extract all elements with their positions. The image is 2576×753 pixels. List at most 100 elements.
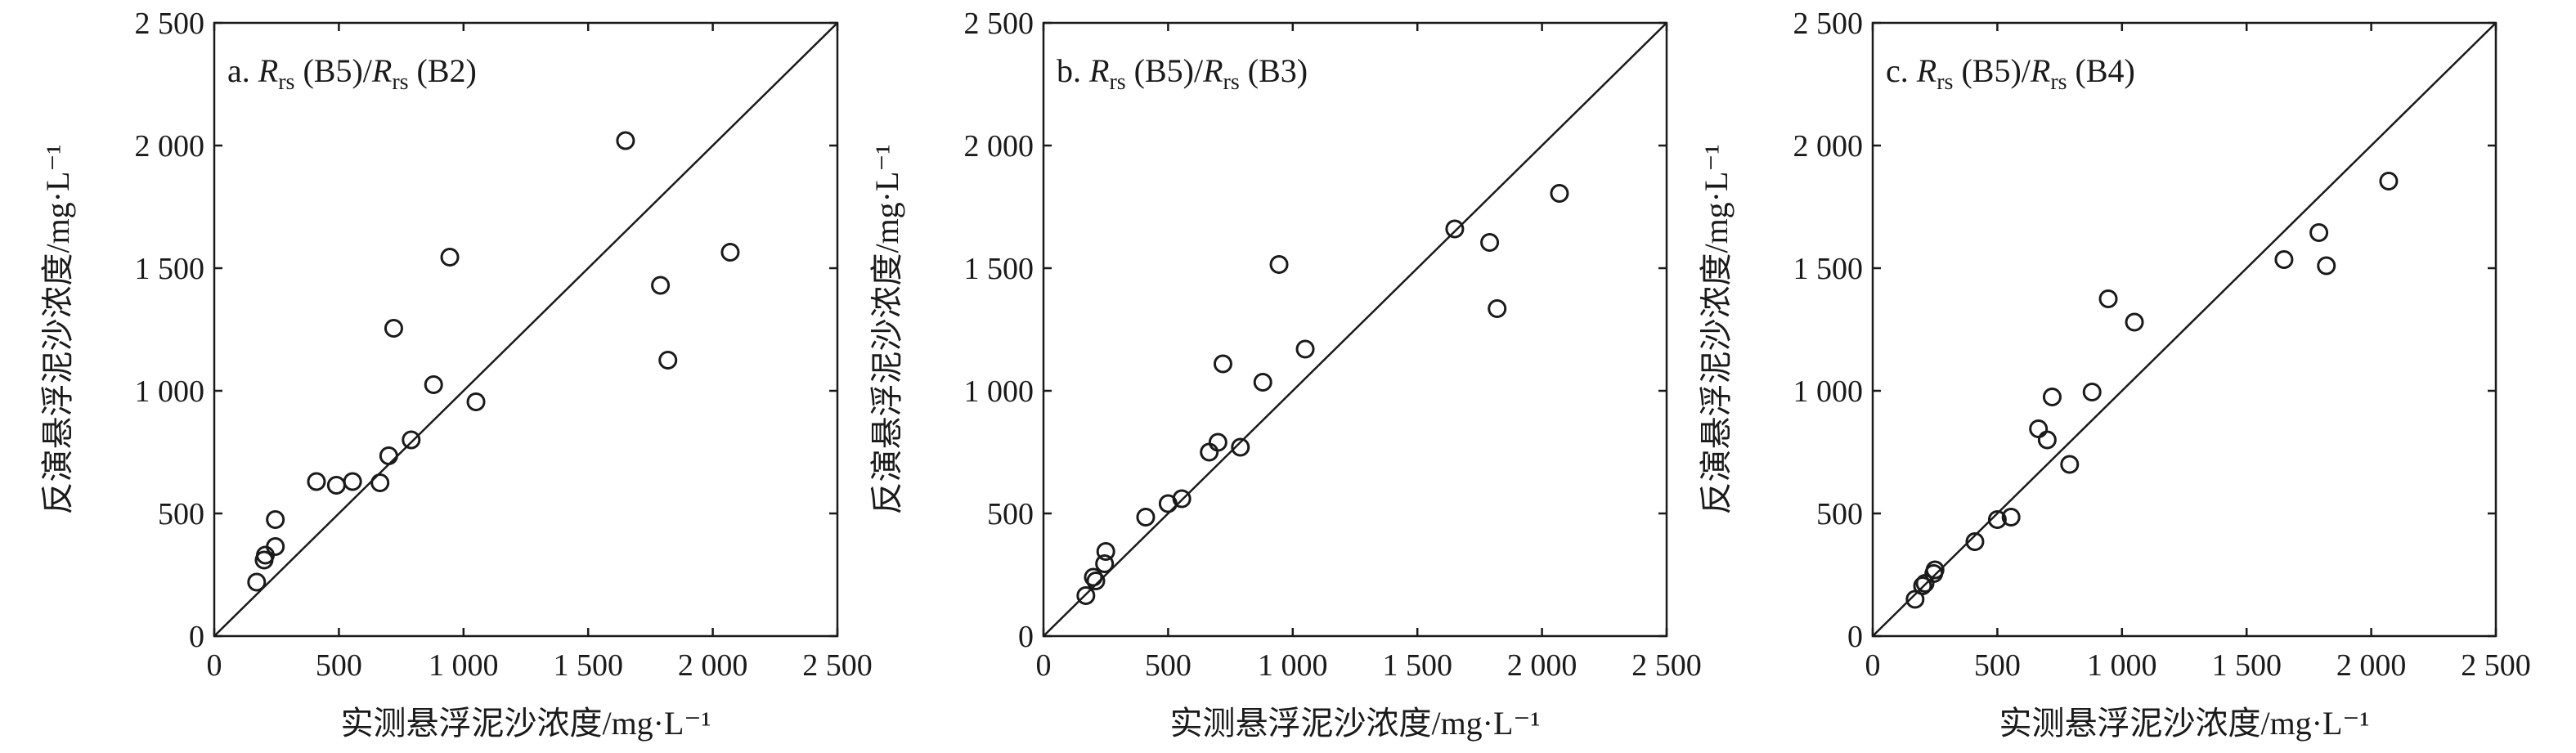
y-tick-label: 2 000 bbox=[964, 129, 1034, 164]
y-tick-label: 0 bbox=[1018, 620, 1034, 654]
data-point bbox=[1095, 554, 1115, 573]
y-axis-label: 反演悬浮泥沙浓度/mg·L⁻¹ bbox=[1698, 144, 1735, 514]
y-axis-label: 反演悬浮泥沙浓度/mg·L⁻¹ bbox=[868, 144, 905, 514]
data-point bbox=[2125, 312, 2144, 332]
data-point bbox=[466, 392, 486, 411]
y-tick-label: 2 000 bbox=[1793, 129, 1864, 164]
title-band2: (B3) bbox=[1240, 52, 1308, 89]
data-point bbox=[1913, 576, 1932, 595]
title-band1: (B5)/ bbox=[1126, 52, 1204, 89]
data-point bbox=[2029, 419, 2049, 438]
data-point bbox=[1200, 442, 1219, 462]
title-sub2: rs bbox=[2050, 69, 2067, 95]
x-tick-label: 2 000 bbox=[1507, 648, 1577, 683]
data-point bbox=[2309, 223, 2329, 242]
data-point bbox=[402, 430, 421, 450]
data-point bbox=[616, 131, 635, 150]
data-point bbox=[2082, 383, 2102, 401]
data-point bbox=[658, 351, 678, 370]
x-axis-label: 实测悬浮泥沙浓度/mg·L⁻¹ bbox=[1169, 705, 1540, 742]
x-tick-label: 2 500 bbox=[2461, 648, 2531, 683]
data-point bbox=[2037, 430, 2057, 450]
title-r2: R bbox=[371, 52, 392, 89]
title-sub2: rs bbox=[392, 69, 408, 95]
y-tick-label: 500 bbox=[158, 497, 204, 531]
data-point bbox=[1076, 586, 1096, 605]
y-tick-label: 1 000 bbox=[1793, 374, 1864, 409]
data-point bbox=[1253, 373, 1272, 392]
y-tick-label: 0 bbox=[189, 620, 204, 654]
data-point bbox=[2001, 508, 2021, 527]
plot-frame bbox=[213, 21, 839, 638]
data-point bbox=[2060, 455, 2080, 474]
data-point bbox=[1488, 299, 1507, 318]
x-axis-label: 实测悬浮泥沙浓度/mg·L⁻¹ bbox=[1999, 705, 2369, 742]
data-point bbox=[1231, 437, 1250, 457]
panel-label: c. bbox=[1886, 52, 1909, 89]
one-to-one-line bbox=[1043, 22, 1667, 637]
one-to-one-line bbox=[213, 22, 838, 637]
data-point bbox=[1987, 510, 2007, 529]
y-tick-label: 1 500 bbox=[964, 252, 1034, 286]
data-point bbox=[424, 375, 443, 394]
x-tick-label: 1 500 bbox=[553, 648, 623, 683]
panel-title: b. Rrs (B5)/Rrs (B3) bbox=[1057, 52, 1308, 95]
y-tick-label: 1 000 bbox=[964, 374, 1034, 409]
data-point bbox=[307, 472, 326, 491]
title-band2: (B4) bbox=[2067, 52, 2135, 89]
x-tick-label: 0 bbox=[1036, 648, 1052, 683]
panel-label: a. bbox=[227, 52, 250, 89]
data-point bbox=[1208, 433, 1227, 452]
data-point bbox=[1550, 184, 1569, 203]
title-r2: R bbox=[1202, 52, 1223, 89]
x-tick-label: 1 000 bbox=[1258, 648, 1328, 683]
data-point bbox=[1084, 567, 1103, 587]
title-band1: (B5)/ bbox=[294, 52, 372, 89]
data-point bbox=[2317, 256, 2336, 276]
data-point bbox=[2274, 250, 2294, 269]
title-sub1: rs bbox=[1109, 69, 1125, 95]
panel-title: a. Rrs (B5)/Rrs (B2) bbox=[227, 52, 477, 95]
data-point bbox=[384, 319, 403, 338]
title-r2: R bbox=[2030, 52, 2050, 89]
data-point bbox=[379, 446, 398, 465]
x-tick-label: 2 000 bbox=[2336, 648, 2407, 683]
data-point bbox=[343, 472, 362, 491]
data-point bbox=[1136, 508, 1156, 527]
data-point bbox=[1295, 339, 1315, 359]
data-point bbox=[2379, 172, 2399, 190]
y-tick-label: 1 000 bbox=[135, 374, 205, 409]
y-tick-label: 0 bbox=[1847, 620, 1863, 654]
panel-label: b. bbox=[1057, 52, 1081, 89]
x-tick-label: 1 000 bbox=[429, 648, 499, 683]
y-tick-label: 1 500 bbox=[135, 252, 205, 286]
data-point bbox=[1213, 354, 1232, 374]
x-tick-label: 0 bbox=[1865, 648, 1881, 683]
x-tick-label: 500 bbox=[316, 648, 362, 683]
title-sub1: rs bbox=[1936, 69, 1953, 95]
title-sub1: rs bbox=[278, 69, 294, 95]
data-point bbox=[1172, 489, 1192, 509]
x-tick-label: 0 bbox=[207, 648, 222, 683]
x-tick-label: 2 000 bbox=[678, 648, 748, 683]
data-point bbox=[1445, 219, 1465, 239]
data-point bbox=[1086, 571, 1106, 590]
data-point bbox=[247, 572, 267, 592]
y-tick-label: 2 500 bbox=[135, 7, 205, 41]
title-r1: R bbox=[258, 52, 278, 89]
data-point bbox=[1269, 255, 1289, 274]
data-point bbox=[1480, 233, 1500, 252]
y-tick-label: 1 500 bbox=[1793, 252, 1864, 286]
data-point bbox=[266, 510, 285, 529]
data-point bbox=[651, 276, 671, 295]
data-point bbox=[266, 537, 285, 556]
data-point bbox=[440, 248, 460, 267]
plot-frame bbox=[1871, 21, 2497, 638]
x-tick-label: 2 500 bbox=[802, 648, 873, 683]
data-point bbox=[1965, 532, 1985, 551]
data-point bbox=[2098, 289, 2118, 308]
y-axis-label: 反演悬浮泥沙浓度/mg·L⁻¹ bbox=[39, 144, 76, 514]
data-point bbox=[1096, 542, 1115, 561]
y-tick-label: 2 000 bbox=[135, 129, 205, 164]
